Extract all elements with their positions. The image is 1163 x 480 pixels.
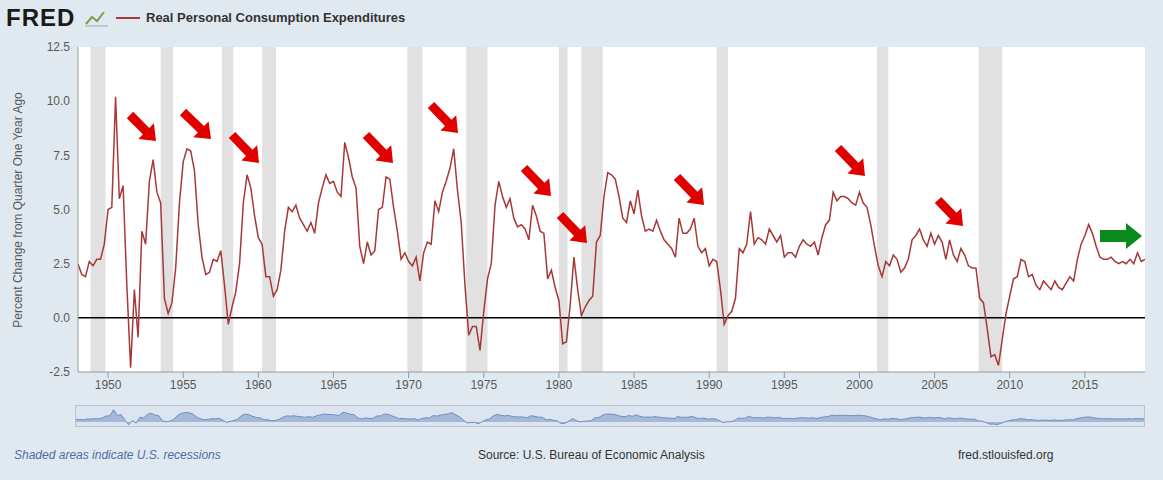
html-text:fred.stlouisfed.org: fred.stlouisfed.org (958, 448, 1054, 462)
svg-text:1985: 1985 (621, 378, 648, 392)
svg-text:7.5: 7.5 (53, 149, 70, 163)
svg-text:2005: 2005 (921, 378, 948, 392)
svg-text:5.0: 5.0 (53, 203, 70, 217)
svg-text:1950: 1950 (95, 378, 122, 392)
html-text:Source: U.S. Bureau of Economi: Source: U.S. Bureau of Economic Analysis (478, 448, 705, 462)
svg-text:2015: 2015 (1072, 378, 1099, 392)
html-text:Real Personal Consumption Expe: Real Personal Consumption Expenditures (146, 10, 406, 25)
html-text:Shaded areas indicate U.S. rec: Shaded areas indicate U.S. recessions (14, 448, 221, 462)
svg-text:1975: 1975 (470, 378, 497, 392)
svg-text:1970: 1970 (395, 378, 422, 392)
svg-text:-2.5: -2.5 (49, 365, 70, 379)
svg-text:2000: 2000 (846, 378, 873, 392)
svg-text:1960: 1960 (245, 378, 272, 392)
svg-text:2010: 2010 (996, 378, 1023, 392)
svg-text:1965: 1965 (320, 378, 347, 392)
html-text:Percent Change from Quarter On: Percent Change from Quarter One Year Ago (11, 92, 25, 328)
svg-text:1955: 1955 (170, 378, 197, 392)
svg-text:0.0: 0.0 (53, 311, 70, 325)
svg-text:2.5: 2.5 (53, 257, 70, 271)
svg-text:1995: 1995 (771, 378, 798, 392)
svg-text:1990: 1990 (696, 378, 723, 392)
html-text:FRED: FRED (6, 4, 76, 31)
svg-text:12.5: 12.5 (47, 40, 71, 54)
svg-text:1980: 1980 (546, 378, 573, 392)
svg-text:10.0: 10.0 (47, 94, 71, 108)
